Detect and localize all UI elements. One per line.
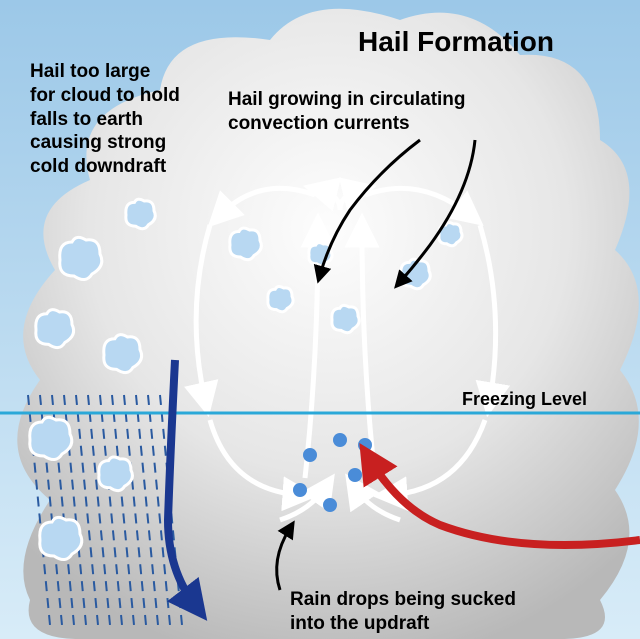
label-updraft: Rain drops being sucked into the updraft [290,588,516,636]
diagram-title: Hail Formation [358,24,554,59]
label-growing: Hail growing in circulating convection c… [228,88,466,136]
label-freezing: Freezing Level [462,388,587,411]
diagram-canvas: Hail Formation Hail too large for cloud … [0,0,640,639]
label-downdraft: Hail too large for cloud to hold falls t… [30,60,180,179]
